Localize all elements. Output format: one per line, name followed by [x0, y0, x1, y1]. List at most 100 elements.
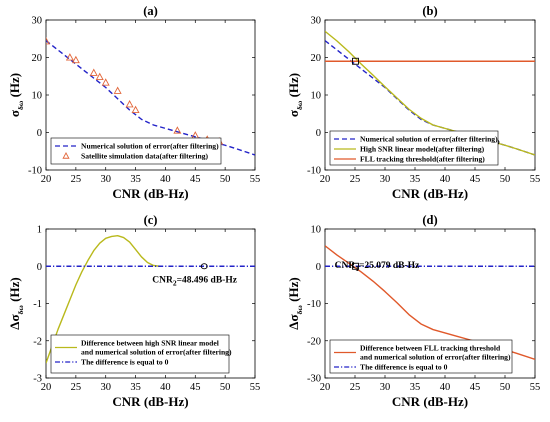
x-tick-label: 25	[71, 382, 82, 393]
legend: Numerical solution of error(after filter…	[329, 130, 499, 166]
intersection-marker	[352, 57, 359, 65]
y-tick-label: 0	[316, 128, 321, 139]
x-tick-label: 35	[130, 174, 141, 185]
legend-label: Difference between high SNR linear model	[81, 339, 219, 348]
panel-title: (d)	[422, 213, 437, 227]
legend-box	[50, 137, 222, 165]
x-tick-label: 55	[250, 382, 261, 393]
y-tick-label: 30	[311, 16, 322, 27]
y-tick-label: 1	[37, 225, 42, 236]
annotation-rest: =48.496 dB-Hz	[177, 276, 238, 286]
panel-title: (a)	[143, 4, 158, 18]
data-point	[101, 78, 110, 86]
y-tick-label: 20	[311, 53, 322, 64]
x-tick-label: 25	[350, 174, 361, 185]
panel-a: 20 25 30 35 40 45 50 55 -10 0 10 20 30 (a) CNR (dB-Hz)…	[7, 4, 260, 201]
y-axis-label-unit: (Hz)	[286, 277, 301, 305]
x-axis-label: CNR (dB-Hz)	[392, 186, 468, 201]
panel-title: (b)	[422, 4, 437, 18]
y-axis-label: σδω (Hz)	[286, 73, 304, 117]
annotation-sub: 1	[355, 264, 359, 273]
y-tick-label: -10	[28, 166, 42, 177]
legend-label: Difference between FLL tracking threshol…	[360, 344, 501, 353]
y-axis-label-unit: (Hz)	[286, 73, 301, 101]
x-tick-label: 20	[41, 174, 52, 185]
data-point	[113, 86, 122, 94]
x-tick-label: 50	[220, 174, 231, 185]
x-tick-label: 40	[440, 382, 451, 393]
legend-box	[329, 130, 499, 166]
panel-b: 20 25 30 35 40 45 50 55 -10 0 10 20 30 (b) CNR (dB-Hz)…	[286, 4, 540, 201]
data-point	[131, 105, 140, 114]
panel-title: (c)	[144, 213, 158, 227]
x-tick-label: 30	[100, 174, 111, 185]
y-axis-label-sub: δω	[16, 100, 25, 110]
y-tick-label: -1	[33, 299, 42, 310]
x-tick-label: 30	[380, 174, 391, 185]
legend: Numerical solution of error(after filter…	[50, 137, 222, 165]
x-tick-label: 30	[380, 382, 391, 393]
y-tick-label: 20	[32, 53, 43, 64]
x-tick-label: 25	[71, 174, 82, 185]
annotation-label: CNR1=25.079 dB-Hz	[335, 261, 420, 273]
y-tick-label: 10	[311, 225, 322, 236]
x-tick-label: 40	[160, 174, 171, 185]
y-axis-label-main: σ	[286, 110, 301, 117]
y-axis-label-unit: (Hz)	[7, 277, 22, 305]
y-tick-label: -3	[33, 374, 42, 385]
y-tick-label: -30	[307, 374, 321, 385]
legend-swatch	[62, 152, 70, 159]
data-point	[89, 68, 98, 76]
legend-label: Numerical solution of error(after filter…	[360, 135, 498, 144]
annotation-main: CNR	[335, 261, 356, 271]
data-point	[125, 100, 134, 108]
x-tick-label: 40	[440, 174, 451, 185]
legend-label: Numerical solution of error(after filter…	[81, 142, 219, 151]
y-tick-label: -10	[307, 166, 321, 177]
y-axis-label: σδω (Hz)	[7, 73, 25, 117]
x-tick-label: 45	[190, 174, 201, 185]
y-axis-label-sub: δω	[295, 305, 304, 315]
annotation-rest: =25.079 dB-Hz	[359, 261, 420, 271]
y-tick-label: -20	[307, 336, 321, 347]
y-tick-label: 30	[32, 16, 43, 27]
legend-label: Satellite simulation data(after filterin…	[81, 152, 209, 161]
y-tick-label: 0	[37, 128, 42, 139]
x-tick-label: 35	[410, 174, 421, 185]
y-axis-label-main: σ	[7, 110, 22, 117]
legend-label: The difference is equal to 0	[360, 363, 448, 372]
series-group	[46, 235, 255, 364]
x-axis-label: CNR (dB-Hz)	[112, 394, 188, 409]
x-tick-label: 45	[470, 174, 481, 185]
y-tick-label: -10	[307, 299, 321, 310]
data-point	[173, 126, 182, 134]
data-point	[46, 37, 50, 45]
y-tick-label: -2	[33, 336, 42, 347]
y-axis-label-main: Δσ	[286, 314, 301, 329]
x-tick-label: 40	[160, 382, 171, 393]
x-tick-label: 30	[100, 382, 111, 393]
x-tick-label: 55	[250, 174, 261, 185]
legend: Difference between high SNR linear model…	[50, 334, 232, 374]
annotation-label: CNR2=48.496 dB-Hz	[152, 276, 237, 288]
y-axis-label-sub: δω	[16, 305, 25, 315]
legend: Difference between FLL tracking threshol…	[329, 339, 513, 374]
x-tick-label: 50	[500, 382, 511, 393]
legend-box	[50, 334, 230, 374]
data-point	[65, 53, 74, 61]
annotation-sub: 2	[173, 279, 177, 288]
x-tick-label: 50	[500, 174, 511, 185]
legend-label: FLL tracking threshold(after filtering)	[360, 155, 485, 164]
x-tick-label: 45	[470, 382, 481, 393]
legend-label: The difference is equal to 0	[81, 358, 169, 367]
intersection-marker	[352, 262, 359, 270]
x-axis-label: CNR (dB-Hz)	[392, 394, 468, 409]
legend-label: and numerical solution of error(after fi…	[81, 348, 232, 357]
y-tick-label: 0	[316, 262, 321, 273]
x-tick-label: 55	[530, 382, 541, 393]
x-tick-label: 20	[41, 382, 52, 393]
x-tick-label: 35	[410, 382, 421, 393]
panel-d: 20 25 30 35 40 45 50 55 -30 -20 -10 0 10 (d) CNR (dB-H…	[286, 213, 540, 409]
y-axis-label: Δσδω (Hz)	[7, 277, 25, 329]
